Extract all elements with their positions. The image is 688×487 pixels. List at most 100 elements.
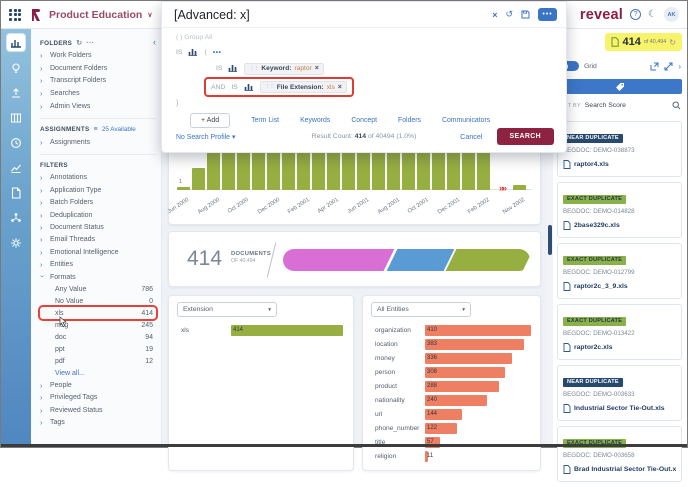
sidebar-item-searches[interactable]: › Searches	[40, 87, 156, 100]
file-name[interactable]: 2base329c.xls	[574, 222, 620, 229]
filter-item-privileged-tags[interactable]: › Privileged Tags	[40, 392, 156, 404]
sort-value[interactable]: Search Score	[584, 102, 626, 109]
filter-item-application-type[interactable]: › Application Type	[40, 184, 156, 196]
document-card[interactable]: EXACT DUPLICATE BEGDOC: DEMO-014828 2base3…	[557, 182, 682, 238]
filter-item-email-threads[interactable]: › Email Threads	[40, 234, 156, 246]
workspace-selector[interactable]: Product Education ∨	[49, 9, 152, 21]
sidebar-collapse-icon[interactable]: ‹	[153, 37, 156, 47]
dialog-link-keywords[interactable]: Keywords	[300, 116, 331, 124]
tagging-toolbar[interactable]	[557, 79, 682, 94]
filter-item-tags[interactable]: › Tags	[40, 416, 156, 428]
entity-bar[interactable]: 144	[425, 409, 463, 420]
file-name[interactable]: Industrial Sector Tie-Out.xls	[574, 405, 665, 412]
more-icon[interactable]: ···	[86, 39, 95, 47]
bar-chart-icon[interactable]	[188, 47, 198, 56]
filter-item-deduplication[interactable]: › Deduplication	[40, 209, 156, 221]
rail-document-icon[interactable]	[7, 184, 25, 201]
format-value-msg[interactable]: msg 245	[40, 319, 156, 331]
file-name[interactable]: raptor4.xls	[574, 161, 609, 168]
search-icon[interactable]	[672, 101, 681, 110]
filter-item-annotations[interactable]: › Annotations	[40, 172, 156, 184]
timeline-bar[interactable]	[177, 187, 190, 190]
help-icon[interactable]: ?	[630, 9, 642, 20]
entity-bar[interactable]: 383	[425, 339, 525, 350]
segment-pill-chart[interactable]	[283, 249, 530, 271]
sidebar-item-transcript-folders[interactable]: › Transcript Folders	[40, 75, 156, 88]
document-card[interactable]: EXACT DUPLICATE BEGDOC: DEMO-012799 raptor…	[557, 243, 682, 299]
rail-settings-icon[interactable]	[7, 234, 25, 251]
entity-bar[interactable]: 410	[425, 325, 531, 336]
entity-bar[interactable]: 122	[425, 423, 457, 434]
is-label[interactable]: IS	[216, 65, 223, 72]
entity-bar[interactable]: 308	[425, 367, 505, 378]
operator-label[interactable]: AND	[211, 83, 226, 91]
filter-item-emotional-intelligence[interactable]: › Emotional Intelligence	[40, 246, 156, 258]
remove-icon[interactable]: ×	[314, 65, 319, 72]
bar-chart-icon[interactable]	[244, 82, 254, 91]
avatar[interactable]: AK	[664, 7, 679, 22]
dialog-link-folders[interactable]: Folders	[398, 116, 421, 124]
dialog-link-term-list[interactable]: Term List	[251, 116, 280, 124]
format-value-pdf[interactable]: pdf 12	[40, 355, 156, 367]
entity-bar[interactable]: 336	[425, 353, 512, 364]
save-icon[interactable]	[521, 10, 530, 19]
drag-handle-icon[interactable]: ⋮⋮	[264, 84, 275, 90]
document-card[interactable]: EXACT DUPLICATE BEGDOC: DEMO-003658 Brad I…	[557, 426, 682, 482]
sidebar-item-work-folders[interactable]: › Work Folders	[40, 49, 156, 62]
format-value-any-value[interactable]: Any Value 786	[40, 283, 156, 295]
format-value-xls[interactable]: xls 414	[40, 307, 156, 328]
search-button[interactable]: SEARCH	[496, 128, 554, 145]
rail-lightbulb-icon[interactable]	[7, 59, 25, 76]
remove-icon[interactable]: ×	[337, 83, 342, 91]
refresh-icon[interactable]: ↻	[669, 37, 676, 47]
rail-bar-chart-icon[interactable]	[7, 34, 25, 51]
more-actions-button[interactable]: •••	[538, 8, 557, 21]
view-all-link[interactable]: View all...	[55, 369, 85, 377]
timeline-bar[interactable]	[513, 185, 526, 190]
sidebar-item-document-folders[interactable]: › Document Folders	[40, 62, 156, 75]
expand-icon[interactable]	[664, 62, 673, 71]
rail-upload-icon[interactable]	[7, 84, 25, 101]
query-chip-xls[interactable]: ⋮⋮ File Extension: xls ×	[259, 81, 347, 93]
filter-item-formats[interactable]: › Formats	[38, 271, 156, 283]
rail-library-icon[interactable]	[7, 109, 25, 126]
is-label[interactable]: IS	[176, 49, 183, 56]
scrollbar-thumb[interactable]	[548, 225, 552, 255]
rail-people-icon[interactable]	[7, 209, 25, 226]
bar-chart-icon[interactable]	[228, 63, 238, 72]
query-chip-raptor[interactable]: ⋮⋮ Keyword: raptor ×	[244, 62, 324, 75]
open-in-new-icon[interactable]	[650, 62, 659, 71]
filter-item-entities[interactable]: › Entities	[40, 259, 156, 271]
is-label[interactable]: IS	[231, 83, 238, 91]
refresh-icon[interactable]: ↻	[76, 40, 83, 47]
timeline-bar[interactable]	[192, 168, 205, 190]
timeline-bar[interactable]	[222, 152, 235, 190]
file-name[interactable]: Brad Industrial Sector Tie-Out.xls	[574, 466, 676, 473]
document-card[interactable]: NEAR DUPLICATE BEGDOC: DEMO-038873 raptor4…	[557, 121, 682, 177]
history-icon[interactable]: ↺	[505, 9, 513, 19]
extension-dropdown[interactable]: Extension ▾	[177, 302, 277, 317]
vertical-scrollbar[interactable]	[547, 29, 553, 444]
chevron-right-icon[interactable]: ›	[678, 61, 681, 71]
entities-dropdown[interactable]: All Entities ▾	[371, 302, 471, 317]
close-icon[interactable]: ×	[492, 9, 498, 20]
entity-bar[interactable]: 11	[425, 451, 433, 462]
add-button[interactable]: + Add	[190, 112, 231, 128]
filter-item-reviewed-status[interactable]: › Reviewed Status	[40, 404, 156, 416]
filter-item-document-status[interactable]: › Document Status	[40, 221, 156, 233]
app-grid-icon[interactable]	[9, 8, 21, 21]
rail-trend-line-icon[interactable]	[7, 159, 25, 176]
group-all-control[interactable]: ( ) Group All	[176, 34, 213, 41]
drag-handle-icon[interactable]: ⋮⋮	[249, 65, 259, 72]
timeline-bar[interactable]	[207, 145, 220, 190]
filter-item-batch-folders[interactable]: › Batch Folders	[40, 197, 156, 209]
more-icon[interactable]: •••	[212, 49, 222, 56]
file-name[interactable]: raptor2c_3_9.xls	[574, 283, 628, 290]
document-card[interactable]: EXACT DUPLICATE BEGDOC: DEMO-013422 raptor…	[557, 304, 682, 360]
cancel-button[interactable]: Cancel	[460, 132, 483, 141]
file-name[interactable]: raptor2c.xls	[574, 344, 613, 351]
assignments-available[interactable]: 25 Available	[101, 126, 136, 134]
entity-bar[interactable]: 288	[425, 381, 500, 392]
rail-history-icon[interactable]	[7, 134, 25, 151]
extension-bar[interactable]: 414	[231, 325, 343, 336]
